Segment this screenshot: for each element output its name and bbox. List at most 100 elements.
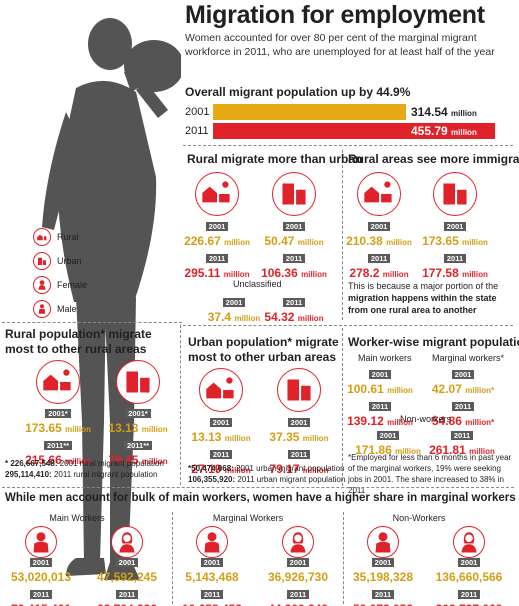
urban-icon [433,172,477,216]
year-badge: 2011 [451,402,475,411]
overall-bar-2011 [213,123,495,139]
female-values: 2001 47,592,245 2011 62,704,336 [85,552,169,606]
overall-row-2001: 2001 314.54 million [185,103,495,121]
gender-group-label: Marginal Workers [212,513,284,523]
legend: Rural Urban Female Male [33,225,87,321]
year-badge: 2001 [376,431,400,440]
year-badge: 2011 [368,402,392,411]
overall-bar-2001 [213,104,406,120]
legend-item: Male [33,297,87,321]
unclassified-2011: 2011 54.32 million [254,292,334,324]
year-badge: 2001 [367,222,391,231]
year-badge: 2001 [371,558,395,567]
urban-pop-footnote: *50,474,068: 2001 urban migrant populati… [188,464,346,484]
year-badge: 2011 [29,590,53,599]
value-2011: 27.19 million [191,462,251,476]
value-2011: 295.11 million [184,266,250,280]
value-2001: 173.65 million [422,234,488,248]
year-badge: 2011** [43,441,73,450]
year-badge: 2011 [209,450,233,459]
page-title: Migration for employment [185,1,485,29]
year-badge: 2001 [205,222,229,231]
year-badge: 2011 [457,590,481,599]
unclassified-2001: 2001 37.4 million [194,292,274,324]
value-2011: 202,737,069 [427,602,511,606]
overall-row-2011: 2011 455.79 million [185,122,495,140]
urban-icon [33,252,51,270]
value-2011: 44,200,249 [256,602,340,606]
female-icon [282,526,314,558]
year-badge: 2011 [282,298,306,307]
main-workers-label: Main workers [358,353,412,363]
year-badge: 2001* [125,409,151,418]
value-2001: 13.13 million [191,430,251,444]
year-badge: 2001 [443,222,467,231]
marginal-workers-values: 2001 42.07 million* 2011 54.86 million* [418,364,508,428]
female-values: 2001 136,660,566 2011 202,737,069 [427,552,511,606]
legend-item: Female [33,273,87,297]
value-2011: 177.58 million [422,266,488,280]
rural-icon [199,368,243,412]
rural-pop-urban-values: 2001* 13.13 million 2011** 79.45 million [98,403,178,467]
year-badge: 2011 [443,254,467,263]
year-badge: 2001 [287,418,311,427]
value-2001: 173.65 million [25,421,91,435]
immigration-heading: Rural areas see more immigration [348,152,519,166]
gender-group-label: Non-Workers [392,513,446,523]
value-2001: 37.35 million [269,430,329,444]
value-2011: 79.45 million [108,453,168,467]
gender-heading: While men account for bulk of main worke… [5,492,516,504]
rural-pop-footnote: * 226,667,548: 2001 rural migrant popula… [5,459,164,479]
gender-group-label: Main Workers [49,513,105,523]
year-badge: 2011** [123,441,153,450]
overall-year: 2011 [185,125,209,137]
rural-icon [36,360,80,404]
value-2001: 171.86 million [355,443,421,457]
page-subtitle: Women accounted for over 80 per cent of … [185,32,495,58]
male-values: 2001 35,198,328 2011 59,072,053 [341,552,425,606]
rural-icon [33,228,51,246]
value-2011: 10,658,453 [170,602,254,606]
overall-value: 455.79 million [411,124,477,138]
male-values: 2001 53,020,013 2011 76,415,461 [0,552,83,606]
year-badge: 2001 [282,222,306,231]
value-2001: 53,020,013 [10,570,72,584]
year-badge: 2011 [282,254,306,263]
year-badge: 2001 [200,558,224,567]
year-badge: 2011 [115,590,139,599]
value-2001: 226.67 million [184,234,250,248]
year-badge: 2011 [287,450,311,459]
value-2011: 139.12 million [347,414,413,428]
value-2001: 210.38 million [346,234,412,248]
female-icon [33,276,51,294]
value-2001: 35,198,328 [352,570,414,584]
year-badge: 2001 [222,298,246,307]
overall-value: 314.54 million [411,105,477,119]
value-2011: 62,704,336 [85,602,169,606]
immigration-note: This is because a major portion of the m… [348,281,499,315]
urban-icon [272,172,316,216]
value-2011: 215.66 million [25,453,91,467]
non-workers-label: Non-workers [400,414,452,424]
year-badge: 2011 [450,431,474,440]
overall-year: 2001 [185,106,210,118]
immigration-urban-values: 2001 173.65 million 2011 177.58 million [415,216,495,280]
year-badge: 2001* [45,409,71,418]
value-2011: 79.17 million [269,462,329,476]
year-badge: 2001 [115,558,139,567]
value-2011: 59,072,053 [341,602,425,606]
rural-icon [357,172,401,216]
urban-pop-urban-values: 2001 37.35 million 2011 79.17 million [259,412,339,476]
worker-wise-footnote: *Employed for less than 6 months in past… [348,453,512,495]
urban-icon [277,368,321,412]
rural-pop-rural-values: 2001* 173.65 million 2011** 215.66 milli… [18,403,98,467]
male-icon [25,526,57,558]
year-badge: 2001 [286,558,310,567]
year-badge: 2001 [368,370,392,379]
female-values: 2001 36,926,730 2011 44,200,249 [256,552,340,606]
value-2011: 106.36 million [261,266,327,280]
rural-icon [195,172,239,216]
year-badge: 2011 [371,590,395,599]
marginal-workers-label: Marginal workers* [432,353,505,363]
year-badge: 2011 [205,254,229,263]
